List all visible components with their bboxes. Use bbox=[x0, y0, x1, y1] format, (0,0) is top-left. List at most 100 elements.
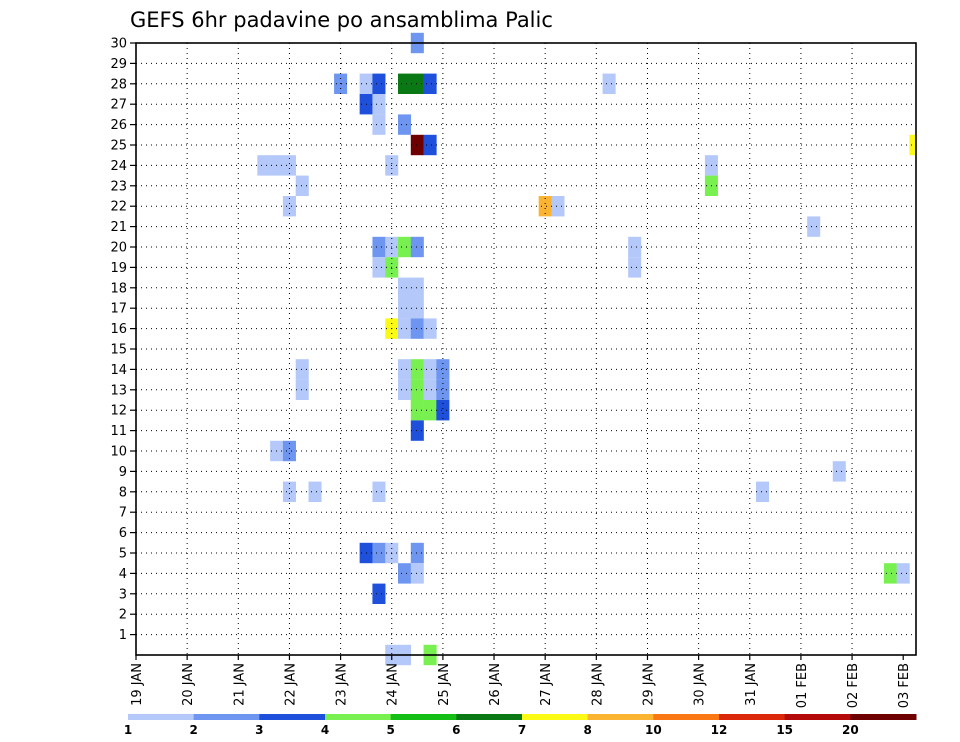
y-tick-label: 14 bbox=[110, 363, 127, 378]
heatmap-cell bbox=[282, 196, 296, 217]
legend-label: 6 bbox=[452, 723, 460, 737]
y-tick-label: 2 bbox=[119, 608, 127, 623]
heatmap-cell bbox=[410, 400, 424, 421]
heatmap-cell bbox=[423, 359, 437, 380]
legend-label: 15 bbox=[776, 723, 793, 737]
y-tick-label: 28 bbox=[110, 77, 127, 92]
heatmap-cell bbox=[436, 359, 450, 380]
legend-swatch bbox=[784, 714, 851, 720]
legend-swatch bbox=[522, 714, 589, 720]
heatmap-cell bbox=[257, 155, 271, 176]
x-tick-label: 02 FEB bbox=[846, 663, 861, 708]
heatmap-cell bbox=[628, 236, 642, 258]
legend-label: 2 bbox=[189, 723, 197, 737]
y-tick-label: 4 bbox=[119, 567, 127, 582]
heatmap-cell bbox=[423, 73, 437, 94]
heatmap-cell bbox=[372, 583, 386, 604]
heatmap-cell bbox=[423, 400, 437, 421]
heatmap-cell bbox=[896, 563, 910, 584]
legend-label: 7 bbox=[518, 723, 526, 737]
heatmap-cell bbox=[410, 236, 424, 258]
legend-swatch bbox=[456, 714, 523, 720]
x-axis-labels: 19 JAN 20 JAN 21 JAN 22 JAN 23 JAN 24 JAN 25 J… bbox=[130, 663, 912, 708]
heatmap-cell bbox=[398, 298, 412, 319]
legend-label: 5 bbox=[386, 723, 394, 737]
legend-label: 10 bbox=[645, 723, 662, 737]
y-tick-label: 5 bbox=[119, 547, 127, 562]
heatmap-cell bbox=[410, 542, 424, 564]
y-tick-label: 11 bbox=[110, 424, 127, 439]
x-tick-label: 25 JAN bbox=[437, 663, 452, 706]
heatmap-cell bbox=[410, 298, 424, 319]
heatmap-cell bbox=[410, 420, 424, 441]
y-tick-label: 24 bbox=[110, 159, 127, 174]
heatmap-cell bbox=[282, 155, 296, 176]
y-tick-label: 8 bbox=[119, 485, 127, 500]
x-tick-label: 20 JAN bbox=[181, 663, 196, 706]
heatmap-cell bbox=[410, 134, 424, 156]
legend-label: 1 bbox=[124, 723, 132, 737]
heatmap-cells bbox=[257, 32, 916, 666]
legend-label: 3 bbox=[255, 723, 263, 737]
heatmap-cell bbox=[602, 73, 616, 94]
legend-swatch bbox=[719, 714, 786, 720]
y-tick-label: 17 bbox=[110, 302, 127, 317]
legend-swatch bbox=[325, 714, 392, 720]
legend-swatch bbox=[259, 714, 326, 720]
heatmap-cell bbox=[832, 461, 846, 482]
heatmap-cell bbox=[756, 481, 770, 502]
y-tick-label: 18 bbox=[110, 281, 127, 296]
y-axis-labels: 1234567891011121314151617181920212223242… bbox=[110, 37, 127, 644]
heatmap-cell bbox=[410, 379, 424, 400]
y-tick-label: 26 bbox=[110, 118, 127, 133]
heatmap-cell bbox=[398, 236, 412, 258]
legend-swatch bbox=[850, 714, 917, 720]
heatmap-cell bbox=[628, 257, 642, 278]
heatmap-cell bbox=[398, 318, 412, 339]
heatmap-cell bbox=[372, 481, 386, 502]
grid-lines bbox=[136, 43, 916, 655]
heatmap-cell bbox=[398, 277, 412, 298]
y-tick-label: 21 bbox=[110, 220, 127, 235]
heatmap-cell bbox=[538, 196, 552, 217]
heatmap-cell bbox=[883, 563, 897, 584]
legend-label: 12 bbox=[711, 723, 728, 737]
heatmap-cell bbox=[398, 563, 412, 584]
legend-label: 8 bbox=[583, 723, 591, 737]
heatmap-cell bbox=[282, 481, 296, 502]
heatmap-cell bbox=[295, 175, 309, 196]
heatmap-cell bbox=[909, 134, 916, 156]
x-tick-label: 24 JAN bbox=[386, 663, 401, 706]
legend-label: 4 bbox=[321, 723, 329, 737]
y-tick-label: 19 bbox=[110, 261, 127, 276]
y-tick-label: 20 bbox=[110, 241, 127, 256]
legend-swatch bbox=[390, 714, 457, 720]
y-tick-label: 6 bbox=[119, 526, 127, 541]
color-legend: 1 2 3 4 5 6 7 8 10 12 15 20 bbox=[124, 714, 917, 737]
legend-label: 20 bbox=[842, 723, 859, 737]
y-tick-label: 12 bbox=[110, 404, 127, 419]
x-tick-label: 23 JAN bbox=[335, 663, 350, 706]
x-tick-label: 26 JAN bbox=[488, 663, 503, 706]
y-tick-label: 16 bbox=[110, 322, 127, 337]
chart-title: GEFS 6hr padavine po ansamblima Palic bbox=[130, 8, 553, 32]
heatmap-cell bbox=[398, 73, 412, 94]
heatmap-cell bbox=[436, 379, 450, 400]
heatmap-cell bbox=[410, 563, 424, 584]
y-tick-label: 29 bbox=[110, 57, 127, 72]
axis-ticks bbox=[130, 42, 904, 660]
heatmap-cell bbox=[295, 359, 309, 380]
legend-swatch bbox=[193, 714, 260, 720]
y-tick-label: 27 bbox=[110, 98, 127, 113]
heatmap-cell bbox=[551, 196, 565, 217]
legend-swatch bbox=[128, 714, 195, 720]
heatmap-cell bbox=[308, 481, 322, 502]
heatmap-cell bbox=[295, 379, 309, 400]
heatmap-cell bbox=[410, 73, 424, 94]
heatmap-cell bbox=[282, 440, 296, 462]
heatmap-cell bbox=[372, 73, 386, 94]
x-tick-label: 22 JAN bbox=[283, 663, 298, 706]
y-tick-label: 10 bbox=[110, 445, 127, 460]
heatmap-cell bbox=[436, 400, 450, 421]
y-tick-label: 30 bbox=[110, 37, 127, 52]
